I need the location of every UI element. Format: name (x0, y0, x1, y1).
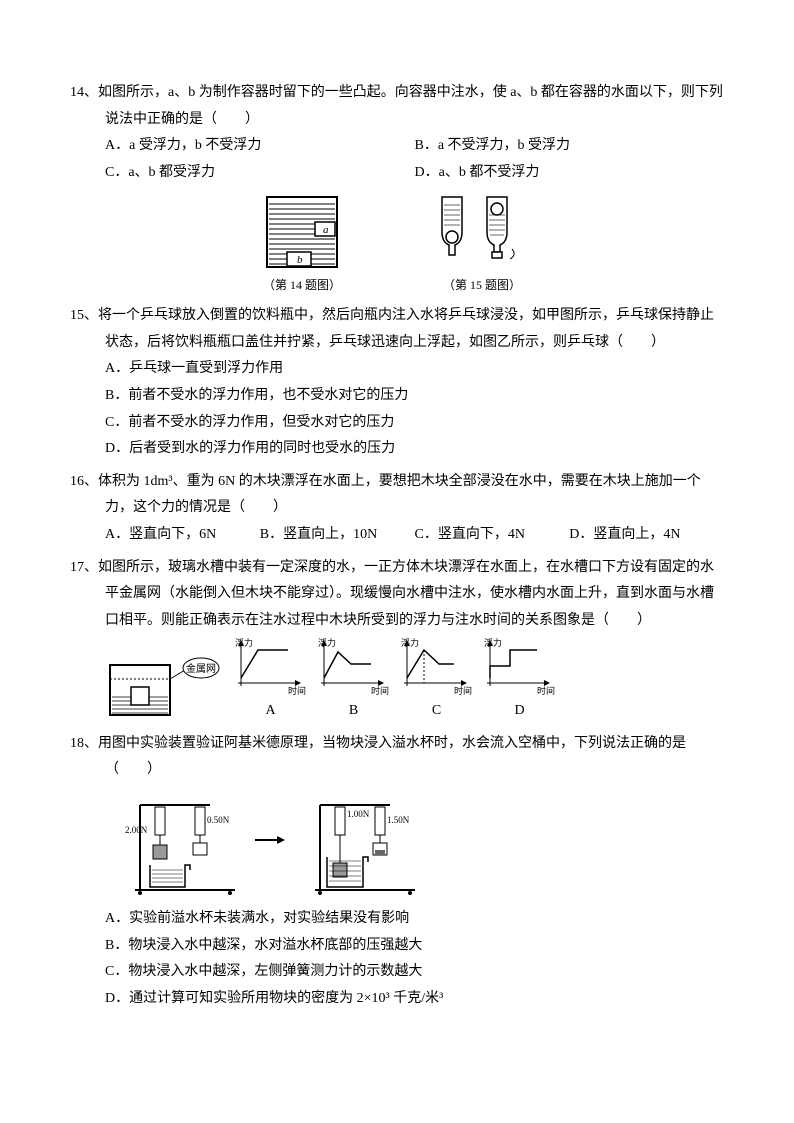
q14-optB: B．a 不受浮力，b 受浮力 (415, 133, 725, 160)
q16-num: 16、 (70, 474, 98, 489)
label-b: b (297, 254, 303, 266)
q14-figure: a b （第 14 题图） (257, 192, 347, 297)
q18-optD: D．通过计算可知实验所用物块的密度为 2×10³ 千克/米³ (70, 986, 724, 1013)
q14-optA: A．a 受浮力，b 不受浮力 (105, 133, 415, 160)
xlabel-b: 时间 (371, 685, 389, 696)
question-14: 14、如图所示，a、b 为制作容器时留下的一些凸起。向容器中注水，使 a、b 都… (70, 80, 724, 297)
q17-chartB: 浮力 时间 B (316, 638, 391, 725)
ylabel-b: 浮力 (318, 638, 336, 648)
xlabel-d: 时间 (537, 685, 555, 696)
question-15: 15、将一个乒乓球放入倒置的饮料瓶中，然后向瓶内注入水将乒乓球浸没，如甲图所示，… (70, 303, 724, 463)
q18-optC: C．物块浸入水中越深，左侧弹簧测力计的示数越大 (70, 959, 724, 986)
q18-optA: A．实验前溢水杯未装满水，对实验结果没有影响 (70, 906, 724, 933)
q16-options: A．竖直向下，6N B．竖直向上，10N C．竖直向下，4N D．竖直向上，4N (70, 522, 724, 549)
q17-chartC: 浮力 时间 C (399, 638, 474, 725)
q15-num: 15、 (70, 308, 98, 323)
q17-chartD: 浮力 时间 D (482, 638, 557, 725)
q17-num: 17、 (70, 560, 98, 575)
q14-optD: D．a、b 都不受浮力 (415, 160, 725, 187)
reading2: 0.50N (207, 815, 230, 825)
q15-caption: （第 15 题图） (427, 274, 537, 297)
q15-text: 将一个乒乓球放入倒置的饮料瓶中，然后向瓶内注入水将乒乓球浸没，如甲图所示，乒乓球… (98, 308, 714, 350)
q16-optD: D．竖直向上，4N (569, 522, 724, 549)
q14-caption: （第 14 题图） (257, 274, 347, 297)
q15-optC: C．前者不受水的浮力作用，但受水对它的压力 (70, 410, 724, 437)
q17-labelC: C (399, 698, 474, 725)
q17-labelD: D (482, 698, 557, 725)
q14-stem: 14、如图所示，a、b 为制作容器时留下的一些凸起。向容器中注水，使 a、b 都… (70, 80, 724, 133)
archimedes-icon: 2.00N 0.50N (105, 790, 445, 900)
q18-num: 18、 (70, 736, 98, 751)
q18-optB: B．物块浸入水中越深，水对溢水杯底部的压强越大 (70, 933, 724, 960)
ylabel-d: 浮力 (484, 638, 502, 648)
q14-options-row1: A．a 受浮力，b 不受浮力 B．a 不受浮力，b 受浮力 (70, 133, 724, 160)
q17-chartA: 浮力 时间 A (233, 638, 308, 725)
container-icon: a b (257, 192, 347, 272)
q16-optB: B．竖直向上，10N (260, 522, 415, 549)
chart-a-icon: 浮力 时间 (233, 638, 308, 698)
q17-charts: 金属网 浮力 时间 A 浮力 时间 B (70, 638, 724, 725)
bottle-icon (427, 192, 537, 272)
mesh-label: 金属网 (186, 662, 216, 675)
q17-text: 如图所示，玻璃水槽中装有一定深度的水，一正方体木块漂浮在水面上，在水槽口下方设有… (98, 560, 714, 628)
q17-stem: 17、如图所示，玻璃水槽中装有一定深度的水，一正方体木块漂浮在水面上，在水槽口下… (70, 555, 724, 635)
q16-optC: C．竖直向下，4N (415, 522, 570, 549)
q15-optD: D．后者受到水的浮力作用的同时也受水的压力 (70, 436, 724, 463)
q16-optA: A．竖直向下，6N (105, 522, 260, 549)
xlabel-a: 时间 (288, 685, 306, 696)
q15-optA: A．乒乓球一直受到浮力作用 (70, 356, 724, 383)
q18-text: 用图中实验装置验证阿基米德原理，当物块浸入溢水杯时，水会流入空桶中，下列说法正确… (98, 736, 686, 778)
q15-figure: （第 15 题图） (427, 192, 537, 297)
q17-labelA: A (233, 698, 308, 725)
chart-c-icon: 浮力 时间 (399, 638, 474, 698)
question-17: 17、如图所示，玻璃水槽中装有一定深度的水，一正方体木块漂浮在水面上，在水槽口下… (70, 555, 724, 725)
xlabel-c: 时间 (454, 685, 472, 696)
q18-stem: 18、用图中实验装置验证阿基米德原理，当物块浸入溢水杯时，水会流入空桶中，下列说… (70, 731, 724, 784)
q14-text: 如图所示，a、b 为制作容器时留下的一些凸起。向容器中注水，使 a、b 都在容器… (98, 85, 723, 127)
reading4: 1.50N (387, 815, 410, 825)
q14-figure-row: a b （第 14 题图） (70, 192, 724, 297)
q16-text: 体积为 1dm³、重为 6N 的木块漂浮在水面上，要想把木块全部浸没在水中，需要… (98, 474, 701, 516)
question-18: 18、用图中实验装置验证阿基米德原理，当物块浸入溢水杯时，水会流入空桶中，下列说… (70, 731, 724, 1013)
ylabel-a: 浮力 (235, 638, 253, 648)
reading1: 2.00N (125, 825, 148, 835)
question-16: 16、体积为 1dm³、重为 6N 的木块漂浮在水面上，要想把木块全部浸没在水中… (70, 469, 724, 549)
tank-icon: 金属网 (105, 655, 225, 725)
q18-figure: 2.00N 0.50N (70, 790, 724, 900)
q15-stem: 15、将一个乒乓球放入倒置的饮料瓶中，然后向瓶内注入水将乒乓球浸没，如甲图所示，… (70, 303, 724, 356)
chart-d-icon: 浮力 时间 (482, 638, 557, 698)
q17-setup: 金属网 (105, 655, 225, 725)
q14-options-row2: C．a、b 都受浮力 D．a、b 都不受浮力 (70, 160, 724, 187)
q15-optB: B．前者不受水的浮力作用，也不受水对它的压力 (70, 383, 724, 410)
q17-labelB: B (316, 698, 391, 725)
q14-optC: C．a、b 都受浮力 (105, 160, 415, 187)
label-a: a (323, 224, 329, 236)
ylabel-c: 浮力 (401, 638, 419, 648)
q16-stem: 16、体积为 1dm³、重为 6N 的木块漂浮在水面上，要想把木块全部浸没在水中… (70, 469, 724, 522)
chart-b-icon: 浮力 时间 (316, 638, 391, 698)
q14-num: 14、 (70, 85, 98, 100)
reading3: 1.00N (347, 809, 370, 819)
